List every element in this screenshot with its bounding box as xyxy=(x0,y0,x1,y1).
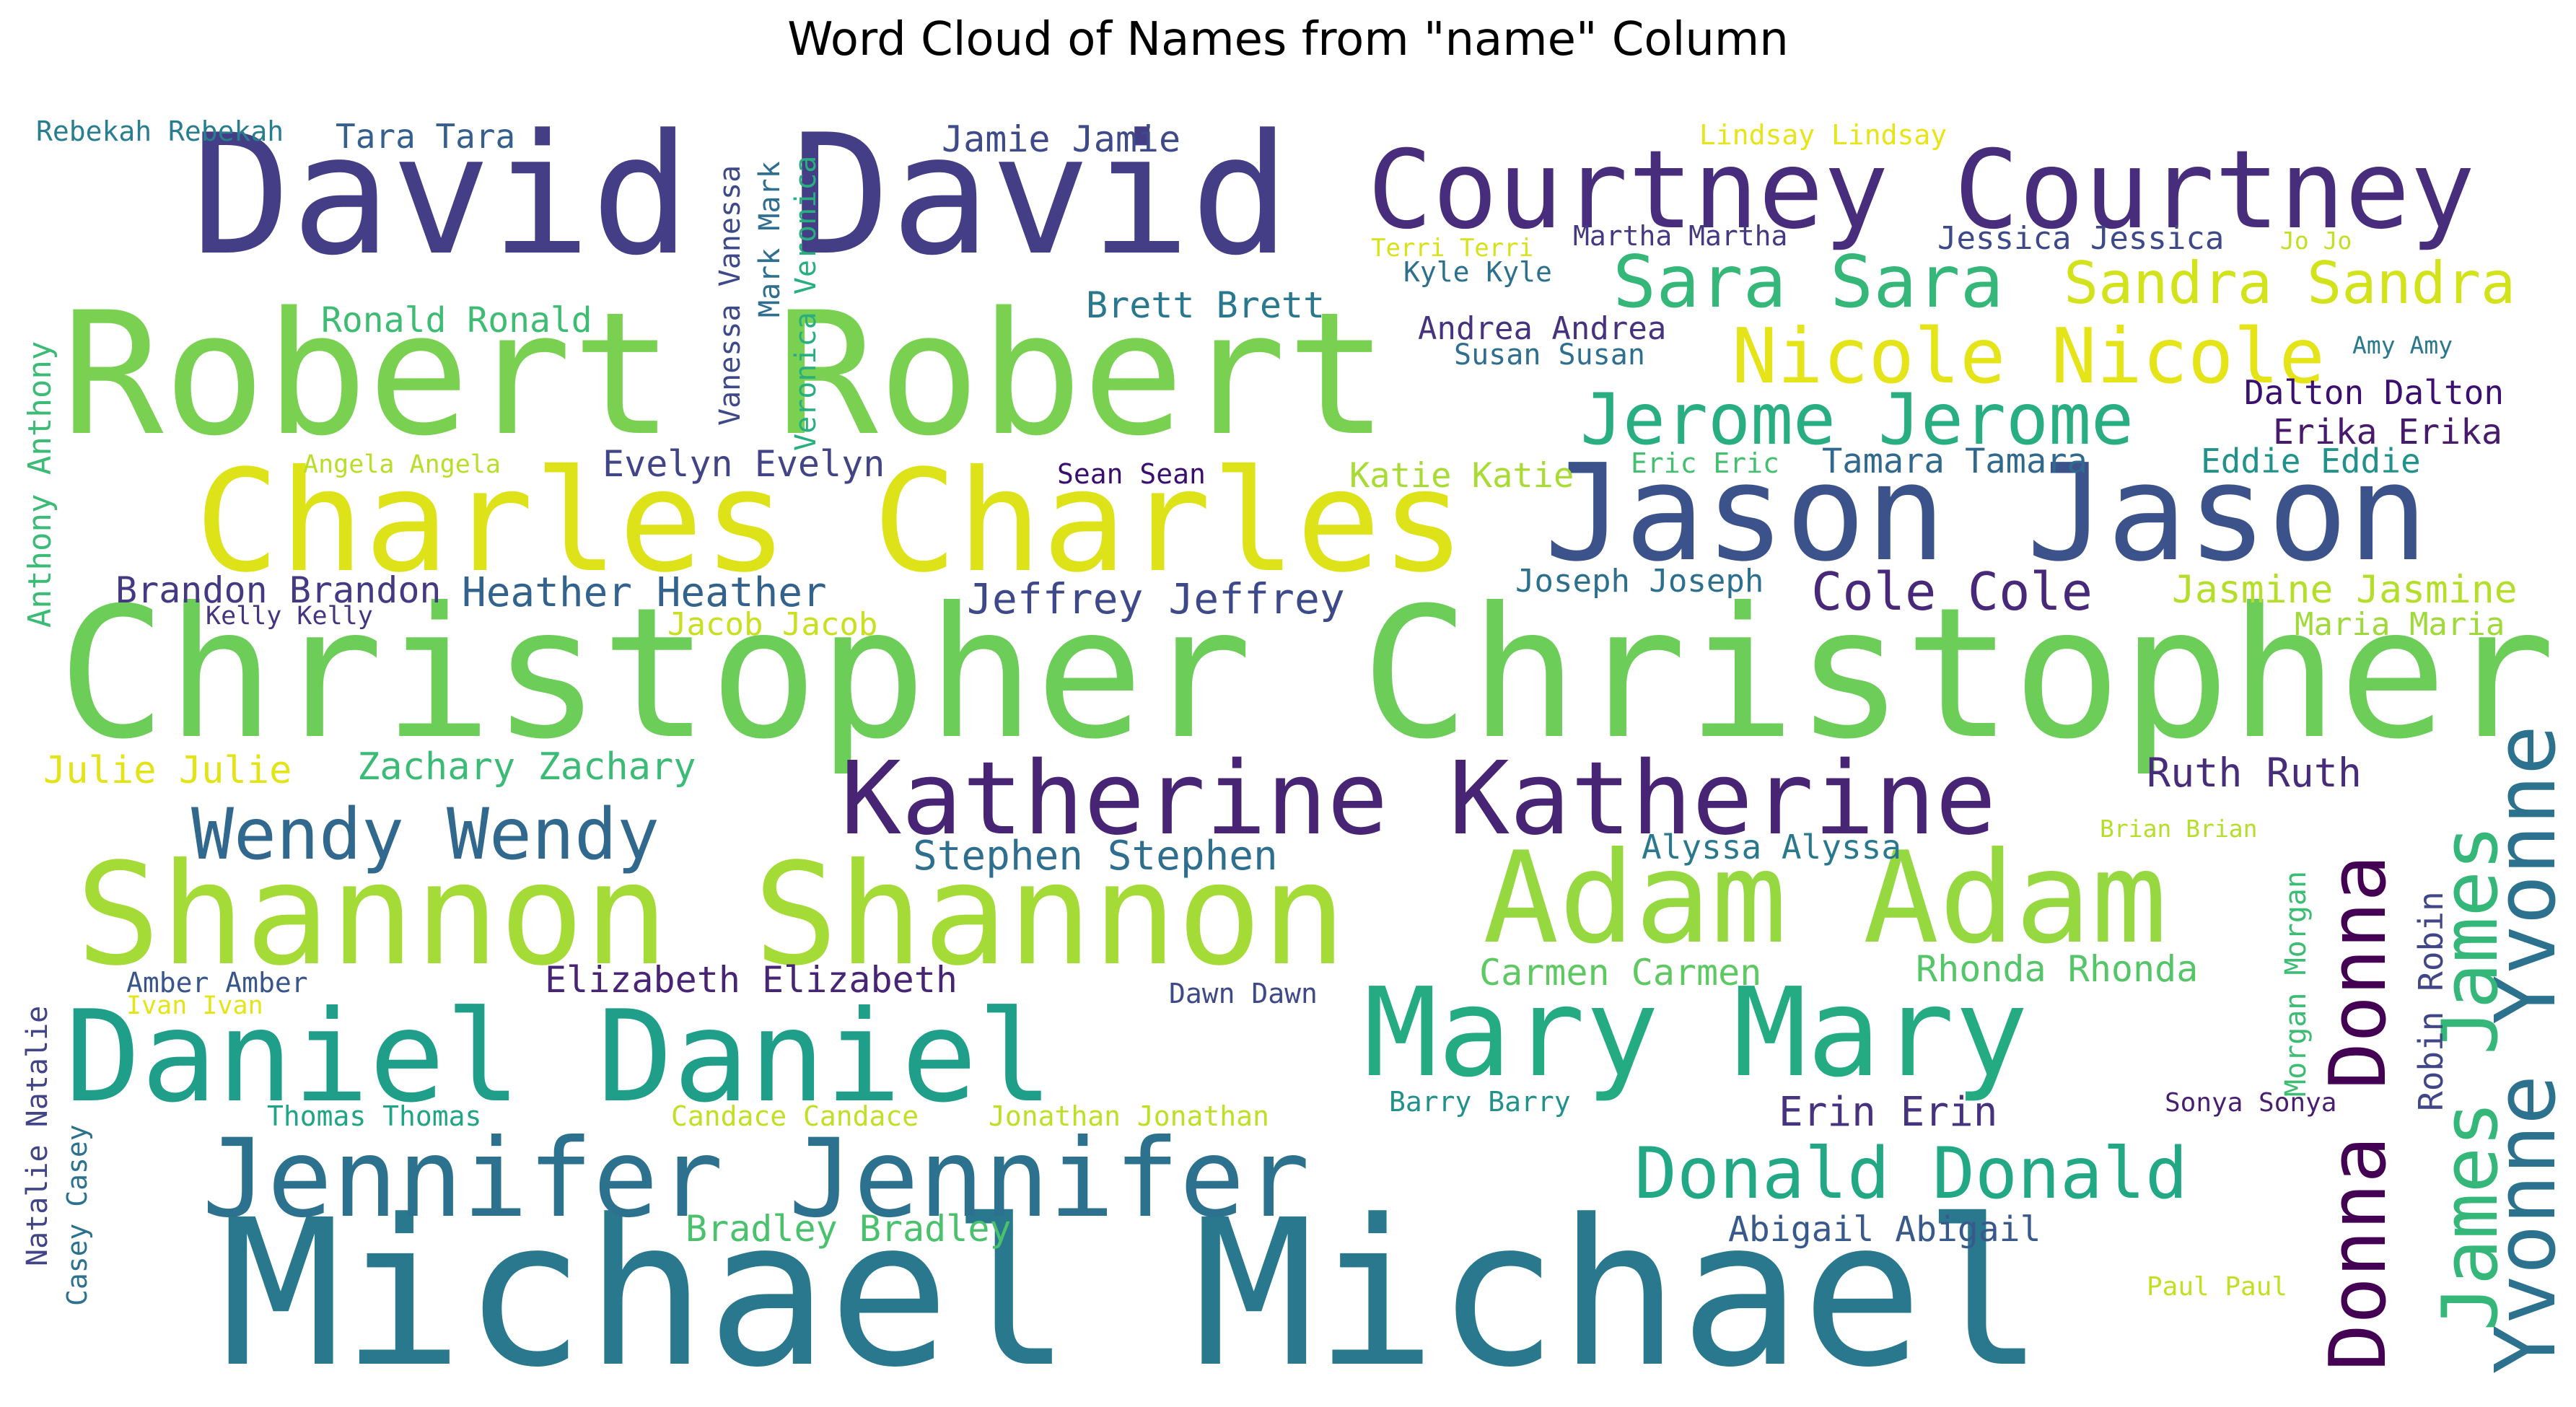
word-cloud-word: Katie Katie xyxy=(1349,456,1574,496)
word-cloud-word: Kelly Kelly xyxy=(206,602,373,631)
word-cloud-word: Sandra Sandra xyxy=(2064,250,2515,317)
word-cloud-word: Ruth Ruth xyxy=(2147,750,2362,796)
word-cloud-word: Amy Amy xyxy=(2352,331,2453,359)
word-cloud-word: Rhonda Rhonda xyxy=(1916,948,2198,990)
word-cloud-word: Abigail Abigail xyxy=(1728,1209,2041,1250)
word-cloud-word: Evelyn Evelyn xyxy=(603,443,885,485)
word-cloud-word: Jacob Jacob xyxy=(667,606,877,643)
word-cloud-word: Erika Erika xyxy=(2273,412,2502,452)
word-cloud-word: Jeffrey Jeffrey xyxy=(967,574,1345,623)
word-cloud-word: Anthony Anthony xyxy=(22,341,58,628)
word-cloud-word: Bradley Bradley xyxy=(685,1208,1012,1250)
chart-title: Word Cloud of Names from "name" Column xyxy=(787,13,1789,66)
word-cloud-word: Donald Donald xyxy=(1634,1133,2188,1215)
word-cloud-word: Robin Robin xyxy=(2411,891,2450,1111)
word-cloud-word: Donna Donna xyxy=(2313,855,2404,1371)
word-cloud-word: Nicole Nicole xyxy=(1732,312,2325,400)
word-cloud-word: Christopher Christopher xyxy=(58,569,2556,779)
word-cloud-word: Wendy Wendy xyxy=(191,794,660,876)
word-cloud-word: Angela Angela xyxy=(303,450,501,479)
word-cloud-word: Casey Casey xyxy=(61,1124,93,1306)
word-cloud-word: Charles Charles xyxy=(195,439,1466,603)
word-cloud-word: Martha Martha xyxy=(1573,220,1787,252)
word-cloud-word: Eric Eric xyxy=(1631,447,1779,479)
word-cloud-word: Candace Candace xyxy=(671,1100,919,1132)
word-cloud-word: Mary Mary xyxy=(1364,962,2028,1105)
word-cloud-word: Terri Terri xyxy=(1371,234,1533,263)
word-cloud-word: Heather Heather xyxy=(462,569,827,616)
word-cloud-word: Erin Erin xyxy=(1779,1089,1997,1136)
word-cloud-word: Michael Michael xyxy=(220,1177,2045,1407)
word-cloud-word: Robert Robert xyxy=(61,276,1388,473)
word-cloud-word: Andrea Andrea xyxy=(1418,310,1666,347)
word-cloud-word: Shannon Shannon xyxy=(76,833,1346,996)
word-cloud-word: Sean Sean xyxy=(1057,458,1206,490)
word-cloud-word: Dalton Dalton xyxy=(2244,373,2504,412)
word-cloud-word: Brian Brian xyxy=(2100,815,2258,843)
word-cloud-word: Amber Amber xyxy=(126,967,308,999)
word-cloud-word: Vanessa Vanessa xyxy=(714,165,747,426)
word-cloud-word: Paul Paul xyxy=(2147,1272,2287,1302)
word-cloud-word: Tamara Tamara xyxy=(1822,442,2087,481)
word-cloud-word: Zachary Zachary xyxy=(357,745,696,789)
word-cloud-word: Natalie Natalie xyxy=(21,1006,54,1266)
word-cloud-word: Stephen Stephen xyxy=(913,833,1278,880)
word-cloud-word: Brandon Brandon xyxy=(115,569,442,611)
word-cloud-word: Jasmine Jasmine xyxy=(2172,568,2518,612)
word-cloud-word: Daniel Daniel xyxy=(65,984,1053,1131)
word-cloud-word: Veronica Veronica xyxy=(789,156,823,451)
word-cloud-word: Jerome Jerome xyxy=(1580,379,2134,461)
word-cloud-word: Rebekah Rebekah xyxy=(36,115,284,147)
word-cloud-word: Carmen Carmen xyxy=(1479,952,1761,994)
word-cloud-word: Ronald Ronald xyxy=(321,300,592,341)
word-cloud-word: Jonathan Jonathan xyxy=(989,1100,1269,1132)
word-cloud-word: Morgan Morgan xyxy=(2279,871,2313,1097)
word-cloud-word: Kyle Kyle xyxy=(1403,256,1552,288)
word-cloud-word: Cole Cole xyxy=(1811,561,2093,622)
word-cloud-word: Yvonne Yvonne xyxy=(2478,725,2575,1375)
word-cloud-word: Jamie Jamie xyxy=(942,118,1180,160)
word-cloud-word: Julie Julie xyxy=(43,749,292,792)
word-cloud-word: Tara Tara xyxy=(336,117,515,156)
word-cloud-word: Courtney Courtney xyxy=(1367,128,2475,253)
word-cloud-word: Jo Jo xyxy=(2280,227,2352,255)
word-cloud-word: Adam Adam xyxy=(1483,825,2167,972)
word-cloud-word: Katherine Katherine xyxy=(841,740,1996,858)
word-cloud-word: Lindsay Lindsay xyxy=(1699,119,1947,151)
word-cloud-word: Jessica Jessica xyxy=(1937,220,2224,257)
word-cloud-word: Maria Maria xyxy=(2295,606,2505,643)
word-cloud-word: Susan Susan xyxy=(1454,338,1645,372)
word-cloud-word: Sara Sara xyxy=(1613,240,2004,324)
word-cloud-word: Barry Barry xyxy=(1389,1086,1571,1118)
word-cloud-word: Sonya Sonya xyxy=(2165,1088,2336,1118)
word-cloud-word: Alyssa Alyssa xyxy=(1642,828,1901,867)
word-cloud-word: Eddie Eddie xyxy=(2201,442,2421,481)
word-cloud-word: Joseph Joseph xyxy=(1515,563,1764,600)
word-cloud-word: James James xyxy=(2426,825,2515,1331)
word-cloud-word: Dawn Dawn xyxy=(1169,978,1318,1009)
word-cloud-word: Ivan Ivan xyxy=(126,991,263,1020)
word-cloud-word: Jennifer Jennifer xyxy=(202,1116,1310,1242)
word-cloud-word: Elizabeth Elizabeth xyxy=(545,959,958,1001)
word-cloud-word: Jason Jason xyxy=(1544,435,2428,591)
word-cloud-word: Mark Mark xyxy=(753,161,787,317)
word-cloud-word: David David xyxy=(191,100,1290,292)
word-cloud-word: Brett Brett xyxy=(1086,284,1325,326)
word-cloud-word: Thomas Thomas xyxy=(267,1100,481,1132)
